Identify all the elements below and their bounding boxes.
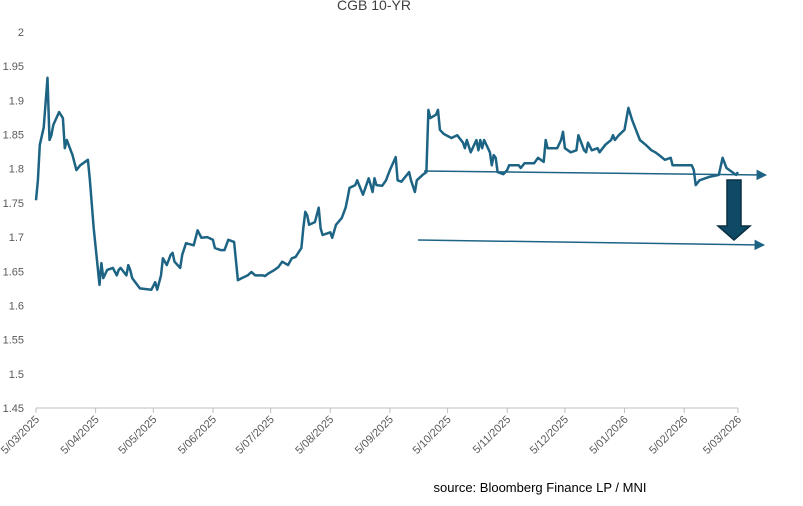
x-tick-label: 5/10/2025 [411,414,454,457]
x-tick-label: 5/07/2025 [234,414,277,457]
x-tick-label: 5/11/2025 [471,414,514,457]
x-tick-label: 5/09/2025 [353,414,396,457]
y-tick-label: 1.85 [3,130,24,142]
y-tick-label: 1.45 [3,403,24,415]
chart-title: CGB 10-YR [337,0,411,13]
y-tick-label: 1.55 [3,335,24,347]
x-tick-label: 5/12/2025 [528,414,571,457]
data-line [34,76,740,291]
x-tick-label: 5/02/2026 [647,414,690,457]
x-tick-label: 5/06/2025 [176,414,219,457]
y-tick-label: 1.75 [3,198,24,210]
source-note: source: Bloomberg Finance LP / MNI [434,480,647,495]
down-arrow [716,179,752,241]
y-tick-label: 1.7 [9,232,24,244]
trend-arrow [423,169,768,181]
x-tick-label: 5/05/2025 [116,414,159,457]
x-tick-label: 5/01/2026 [588,414,631,457]
y-tick-label: 1.95 [3,61,24,73]
y-tick-label: 1.6 [9,300,24,312]
x-tick-label: 5/03/2026 [701,414,744,457]
y-tick-label: 1.9 [9,95,24,107]
x-tick-label: 5/08/2025 [293,414,336,457]
y-tick-label: 1.65 [3,266,24,278]
x-tick-label: 5/04/2025 [59,414,102,457]
y-tick-label: 2 [18,27,24,39]
y-tick-label: 1.5 [9,369,24,381]
y-tick-label: 1.8 [9,164,24,176]
trend-arrow [417,239,766,251]
x-tick-label: 5/03/2025 [0,414,42,457]
